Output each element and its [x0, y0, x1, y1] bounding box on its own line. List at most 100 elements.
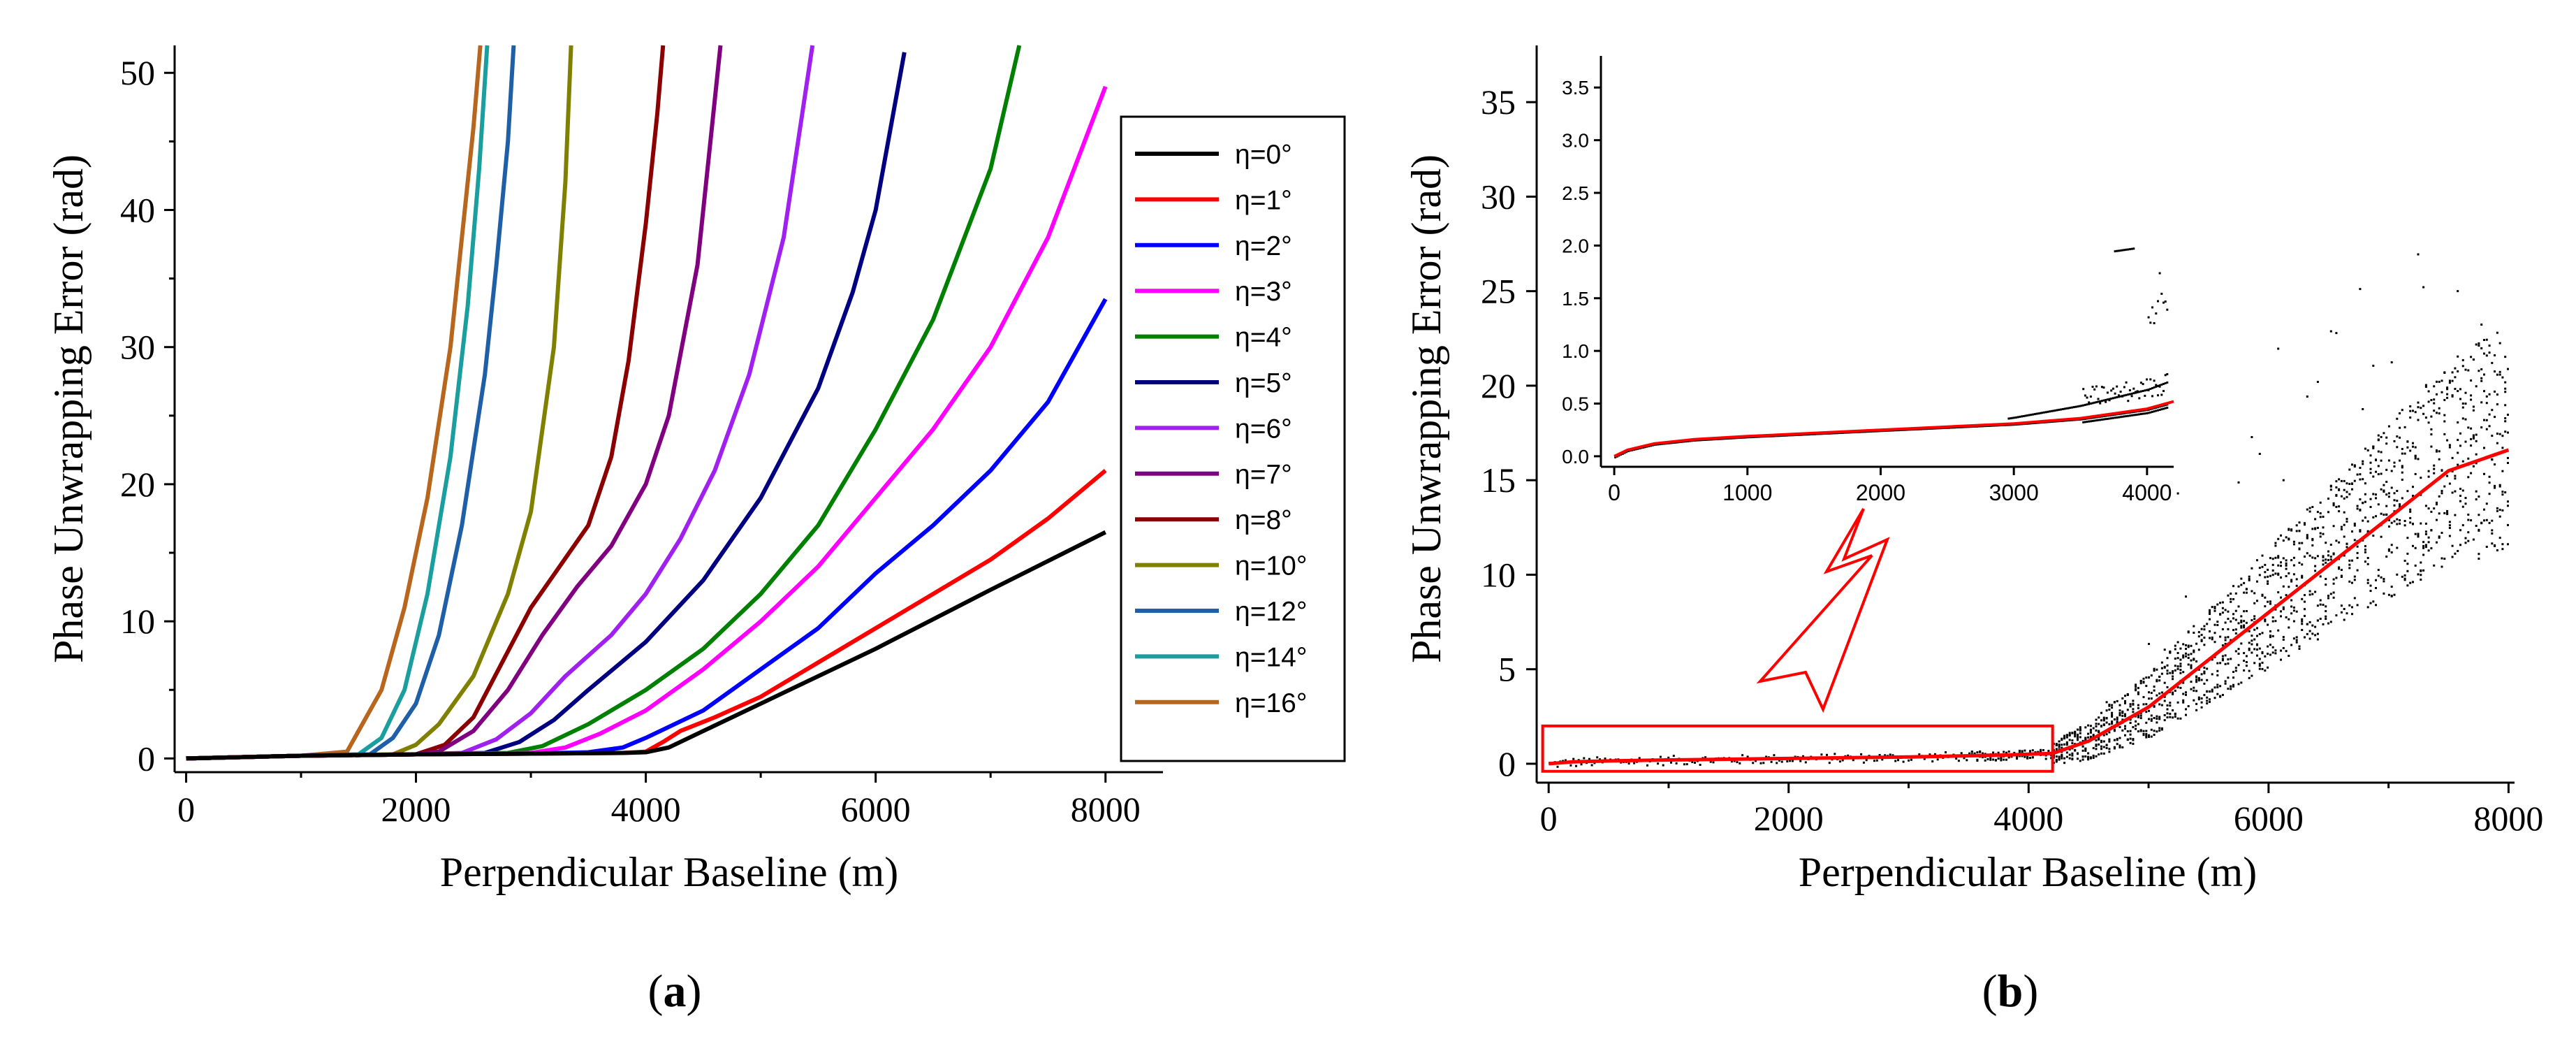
scatter-point	[2163, 695, 2166, 698]
scatter-point	[2399, 459, 2401, 462]
scatter-point	[2501, 376, 2504, 379]
scatter-point	[2274, 542, 2277, 544]
inset-scatter-point	[1618, 454, 1620, 457]
inset-scatter-point	[2105, 400, 2107, 403]
scatter-point	[2153, 734, 2156, 737]
inset-scatter-point	[2117, 396, 2120, 398]
scatter-point	[2306, 396, 2308, 398]
series-line	[186, 45, 483, 761]
scatter-point	[2366, 563, 2369, 565]
scatter-point	[2301, 597, 2304, 600]
scatter-point	[2314, 565, 2317, 567]
scatter-point	[2213, 697, 2216, 699]
scatter-point	[2292, 573, 2295, 576]
inset-x-tick-label: 0	[1608, 480, 1620, 505]
scatter-point	[2016, 757, 2019, 760]
scatter-point	[1838, 760, 1841, 763]
scatter-point	[2346, 612, 2348, 615]
inset-scatter-point	[2093, 401, 2096, 404]
scatter-point	[2100, 711, 2102, 714]
scatter-point	[2440, 490, 2443, 493]
scatter-point	[2401, 479, 2403, 481]
scatter-point	[2327, 498, 2329, 500]
inset-y-tick-label: 2.0	[1562, 235, 1589, 256]
scatter-point	[2446, 474, 2449, 477]
scatter-point	[2412, 486, 2414, 488]
scatter-point	[2142, 730, 2145, 732]
scatter-point	[2359, 498, 2362, 501]
scatter-point	[2406, 490, 2409, 493]
scatter-point	[2308, 630, 2311, 632]
scatter-point	[2267, 568, 2269, 571]
scatter-point	[2142, 703, 2145, 706]
scatter-point	[2271, 635, 2274, 637]
scatter-point	[2211, 638, 2213, 641]
scatter-point	[2121, 746, 2124, 748]
scatter-point	[2245, 661, 2248, 663]
scatter-point	[2488, 345, 2491, 347]
scatter-point	[2364, 549, 2366, 551]
scatter-point	[2156, 730, 2158, 733]
scatter-point	[2314, 518, 2317, 521]
scatter-point	[2301, 620, 2304, 623]
scatter-point	[2501, 548, 2504, 551]
scatter-point	[2319, 599, 2322, 602]
scatter-point	[2209, 618, 2211, 621]
scatter-point	[2277, 629, 2280, 632]
scatter-point	[1902, 760, 1905, 763]
scatter-point	[2221, 607, 2224, 609]
inset-scatter-point	[2138, 397, 2141, 400]
inset-scatter-point	[2157, 394, 2159, 397]
scatter-point	[2224, 609, 2227, 611]
scatter-point	[2387, 593, 2390, 596]
scatter-point	[2359, 473, 2362, 476]
inset-scatter-point	[2127, 400, 2130, 403]
scatter-point	[2185, 691, 2187, 694]
scatter-point	[2322, 604, 2325, 606]
scatter-point	[1670, 761, 1672, 764]
scatter-point	[2282, 557, 2285, 560]
scatter-point	[1604, 757, 1607, 760]
scatter-point	[2221, 694, 2224, 696]
scatter-point	[2353, 579, 2356, 581]
series-line	[186, 45, 815, 761]
inset-scatter-point	[2132, 414, 2135, 416]
scatter-point	[2290, 644, 2293, 646]
scatter-point	[2470, 444, 2473, 447]
scatter-point	[2422, 541, 2425, 544]
scatter-point	[2461, 460, 2464, 463]
scatter-point	[2472, 358, 2475, 361]
scatter-point	[2451, 470, 2454, 473]
scatter-point	[2472, 435, 2475, 438]
scatter-point	[1736, 761, 1739, 764]
inset-scatter-point	[2024, 414, 2027, 417]
scatter-point	[2364, 500, 2366, 503]
scatter-point	[2129, 737, 2132, 740]
inset-scatter-point	[2088, 403, 2091, 405]
inset-scatter-point	[2097, 400, 2100, 403]
scatter-point	[2412, 523, 2414, 525]
scatter-point	[2451, 544, 2454, 547]
scatter-point	[2403, 520, 2406, 522]
scatter-point	[2401, 471, 2403, 474]
scatter-point	[2507, 414, 2509, 416]
scatter-point	[2095, 748, 2098, 751]
scatter-point	[2348, 563, 2351, 566]
inset-scatter-point	[2157, 300, 2159, 303]
scatter-point	[2438, 536, 2440, 539]
scatter-point	[1989, 758, 1992, 761]
scatter-point	[2113, 747, 2116, 750]
scatter-point	[2102, 723, 2105, 726]
scatter-point	[2209, 698, 2211, 701]
scatter-point	[2081, 745, 2084, 748]
scatter-point	[2443, 433, 2446, 435]
scatter-point	[2356, 473, 2359, 476]
scatter-point	[2383, 484, 2385, 486]
scatter-point	[2396, 446, 2399, 449]
scatter-point	[2494, 463, 2496, 466]
scatter-point	[2166, 712, 2169, 715]
inset-scatter-point	[2164, 407, 2167, 409]
scatter-point	[2377, 465, 2380, 467]
scatter-point	[2197, 696, 2200, 699]
scatter-point	[2256, 648, 2258, 651]
